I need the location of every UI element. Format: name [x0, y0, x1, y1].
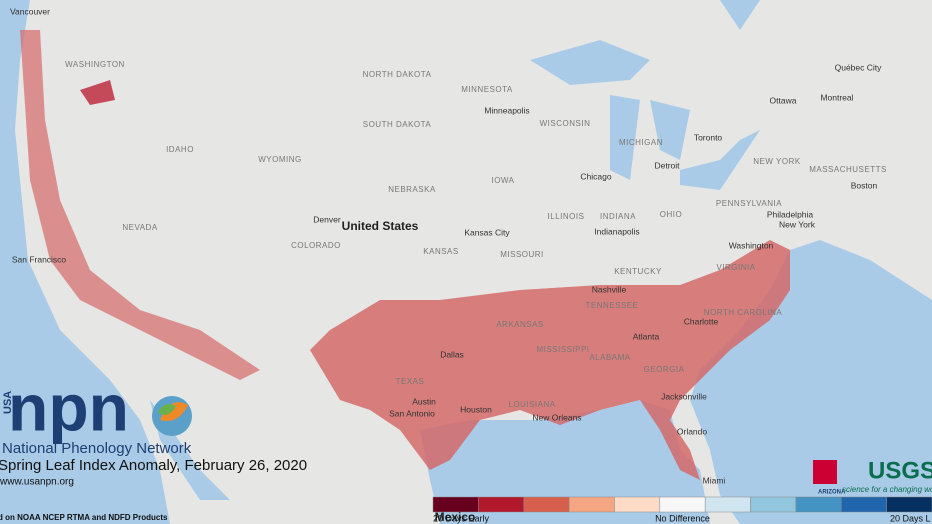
- state-label: WYOMING: [258, 155, 302, 164]
- city-label: Vancouver: [10, 6, 50, 16]
- state-label: MASSACHUSETTS: [809, 165, 887, 174]
- state-label: PENNSYLVANIA: [716, 199, 782, 208]
- legend-swatch: [841, 496, 887, 513]
- city-label: Dallas: [440, 349, 464, 359]
- legend-swatch: [478, 496, 524, 513]
- legend-swatch: [568, 496, 615, 513]
- legend-swatch: [432, 496, 479, 513]
- legend-swatch: [886, 496, 932, 513]
- state-label: INDIANA: [600, 212, 636, 221]
- state-label: ALABAMA: [589, 353, 630, 362]
- npn-leaf: [160, 402, 188, 421]
- state-label: OHIO: [660, 210, 682, 219]
- city-label: Orlando: [677, 426, 708, 436]
- pacific-ocean: [0, 0, 170, 524]
- gulf-of-mexico: [420, 400, 710, 524]
- city-label: Miami: [703, 475, 726, 485]
- city-label: Detroit: [654, 160, 680, 170]
- city-label: San Francisco: [12, 254, 67, 264]
- city-label: Chicago: [580, 171, 611, 181]
- state-label: WASHINGTON: [65, 60, 125, 69]
- state-label: LOUISIANA: [508, 400, 555, 409]
- legend-label: 20 Days Early: [433, 513, 490, 523]
- city-label: Austin: [412, 396, 436, 406]
- state-label: ARKANSAS: [496, 320, 544, 329]
- anomaly-west: [20, 30, 260, 380]
- state-label: COLORADO: [291, 241, 341, 250]
- state-label: MICHIGAN: [619, 138, 663, 147]
- country-label: Mexico: [435, 510, 476, 524]
- city-label: Toronto: [694, 132, 723, 142]
- state-label: VIRGINIA: [716, 263, 755, 272]
- city-label: Ottawa: [770, 95, 797, 105]
- city-label: Washington: [729, 240, 774, 250]
- npn-leaf-green: [158, 404, 176, 415]
- legend-swatch: [523, 496, 570, 513]
- npn-logo: npn: [8, 370, 129, 444]
- anomaly-washington: [80, 80, 115, 105]
- anomaly-south: [310, 240, 790, 480]
- legend-swatch: [659, 496, 706, 513]
- state-label: NEW YORK: [753, 157, 801, 166]
- atlantic-ocean: [690, 240, 932, 524]
- state-label: NEBRASKA: [388, 185, 436, 194]
- arizona-logo: [813, 460, 837, 484]
- source: d on NOAA NCEP RTMA and NDFD Products: [0, 513, 168, 522]
- city-label: Nashville: [592, 284, 627, 294]
- state-label: SOUTH DAKOTA: [363, 120, 432, 129]
- state-label: NORTH CAROLINA: [704, 308, 783, 317]
- arizona-text: ARIZONA: [818, 490, 846, 496]
- legend-swatch: [704, 496, 751, 513]
- state-label: ILLINOIS: [548, 212, 585, 221]
- city-label: Kansas City: [464, 227, 510, 237]
- city-label: Boston: [851, 180, 878, 190]
- state-label: NORTH DAKOTA: [363, 70, 432, 79]
- legend-label: 20 Days L: [890, 513, 931, 523]
- state-label: GEORGIA: [644, 365, 685, 374]
- city-label: Montreal: [820, 92, 853, 102]
- city-label: Jacksonville: [661, 391, 707, 401]
- map-title: Spring Leaf Index Anomaly, February 26, …: [0, 457, 307, 474]
- city-label: Minneapolis: [484, 105, 529, 115]
- great-lakes: [530, 0, 760, 190]
- legend-swatch: [795, 496, 842, 513]
- url: www.usanpn.org: [0, 477, 74, 488]
- usa-text: USA: [2, 391, 14, 414]
- legend-swatch: [614, 496, 661, 513]
- city-label: New Orleans: [532, 412, 581, 422]
- state-label: IDAHO: [166, 145, 194, 154]
- state-label: KENTUCKY: [614, 267, 662, 276]
- country-label: United States: [342, 219, 419, 233]
- network-name: National Phenology Network: [2, 440, 192, 457]
- state-label: NEVADA: [122, 223, 157, 232]
- legend-label: No Difference: [655, 513, 710, 523]
- state-label: MISSISSIPPI: [536, 345, 589, 354]
- city-label: Atlanta: [633, 331, 660, 341]
- legend-swatch: [750, 496, 797, 513]
- state-label: TEXAS: [396, 377, 425, 386]
- city-label: Philadelphia: [767, 209, 814, 219]
- city-label: Charlotte: [684, 316, 719, 326]
- state-label: MISSOURI: [500, 250, 544, 259]
- usgs-tagline: science for a changing world: [842, 485, 932, 494]
- city-label: Houston: [460, 404, 492, 414]
- city-label: Denver: [313, 214, 341, 224]
- state-label: IOWA: [491, 176, 514, 185]
- state-label: WISCONSIN: [540, 119, 591, 128]
- city-label: New York: [779, 219, 816, 229]
- usgs-logo: USGS: [868, 457, 932, 484]
- state-label: MINNESOTA: [461, 85, 513, 94]
- gulf-of-california: [150, 400, 230, 500]
- city-label: Indianapolis: [594, 226, 639, 236]
- state-label: TENNESSEE: [586, 301, 639, 310]
- state-label: KANSAS: [423, 247, 458, 256]
- city-label: Québec City: [835, 62, 883, 72]
- city-label: San Antonio: [389, 408, 435, 418]
